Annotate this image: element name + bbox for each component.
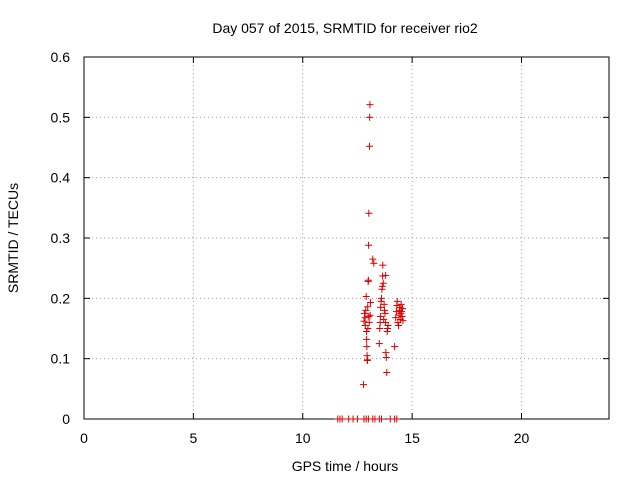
data-point xyxy=(362,293,370,301)
data-point xyxy=(353,415,361,423)
data-point xyxy=(360,309,368,317)
data-point xyxy=(366,311,374,319)
data-point xyxy=(378,282,386,290)
data-point xyxy=(366,113,374,121)
data-point xyxy=(397,309,405,317)
x-tick-label: 0 xyxy=(80,430,88,446)
data-points xyxy=(334,101,407,423)
data-point xyxy=(363,335,371,343)
grid-lines xyxy=(84,57,609,419)
data-point xyxy=(384,321,392,329)
y-tick-label: 0.1 xyxy=(51,351,71,367)
data-point xyxy=(393,297,401,305)
data-point xyxy=(380,300,388,308)
data-point xyxy=(379,272,387,280)
x-tick-label: 10 xyxy=(295,430,311,446)
data-point xyxy=(393,415,401,423)
tick-labels: 0 0.1 0.2 0.3 0.4 0.5 0.6 0 5 10 15 20 xyxy=(51,49,530,446)
data-point xyxy=(379,279,387,287)
data-point xyxy=(360,381,368,389)
data-point xyxy=(363,343,371,351)
y-tick-label: 0.6 xyxy=(51,49,71,65)
axes xyxy=(83,56,610,420)
data-point xyxy=(365,318,373,326)
y-tick-label: 0.5 xyxy=(51,109,71,125)
data-point xyxy=(377,303,385,311)
data-point xyxy=(365,241,373,249)
data-point xyxy=(376,325,384,332)
y-tick-label: 0.2 xyxy=(51,290,71,306)
data-point xyxy=(383,369,391,377)
data-point xyxy=(380,315,388,323)
data-point xyxy=(378,294,385,302)
data-point xyxy=(391,343,399,351)
data-point xyxy=(365,142,373,150)
data-point xyxy=(378,415,385,423)
data-point xyxy=(366,101,374,109)
data-point xyxy=(360,317,368,325)
data-point xyxy=(370,259,378,267)
x-tick-label: 20 xyxy=(514,430,530,446)
data-point xyxy=(365,312,373,320)
data-point xyxy=(382,353,390,361)
data-point xyxy=(397,300,405,308)
data-point xyxy=(399,317,407,325)
x-axis-label: GPS time / hours xyxy=(292,458,399,474)
data-point xyxy=(369,255,377,263)
y-tick-label: 0.4 xyxy=(51,170,71,186)
data-point xyxy=(362,306,370,314)
data-point xyxy=(398,312,406,320)
x-tick-label: 5 xyxy=(189,430,197,446)
y-tick-label: 0.3 xyxy=(51,230,71,246)
chart-title: Day 057 of 2015, SRMTID for receiver rio… xyxy=(212,20,478,36)
data-point xyxy=(381,309,389,317)
data-point xyxy=(364,276,372,284)
data-point xyxy=(362,328,370,336)
data-point xyxy=(338,415,346,423)
y-axis-label: SRMTID / TECUs xyxy=(5,183,21,293)
data-point xyxy=(376,312,384,320)
data-point xyxy=(364,356,371,364)
data-point xyxy=(395,321,403,329)
y-tick-label: 0 xyxy=(62,411,70,427)
x-tick-label: 15 xyxy=(404,430,420,446)
data-point xyxy=(364,303,372,311)
plot-frame xyxy=(83,56,610,420)
data-point xyxy=(379,261,387,269)
data-point xyxy=(365,209,373,217)
data-point xyxy=(382,271,390,279)
data-point xyxy=(399,305,406,313)
data-point xyxy=(364,325,372,332)
data-point xyxy=(361,314,369,322)
data-point xyxy=(367,299,375,307)
data-point xyxy=(375,340,383,348)
